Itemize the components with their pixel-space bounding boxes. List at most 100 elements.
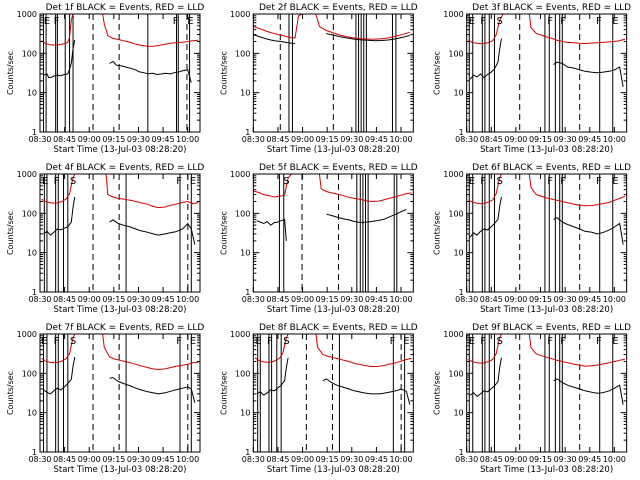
y-tick-label: 10 — [27, 89, 37, 98]
y-tick-label: 1 — [245, 288, 250, 297]
x-tick-label: 09:00 — [504, 135, 527, 144]
marker-lines — [257, 334, 406, 452]
y-tick-label: 1 — [459, 128, 464, 137]
events-series-line — [109, 377, 196, 403]
y-tick-label: 1000 — [230, 330, 250, 339]
x-tick-label: 09:30 — [127, 135, 150, 144]
x-tick-label: 09:45 — [152, 455, 175, 464]
lld-series-line — [528, 334, 626, 367]
x-tick-label: 08:45 — [480, 295, 503, 304]
flag-label: E — [612, 336, 618, 347]
panel-title: Det 8f BLACK = Events, RED = LLD — [259, 323, 418, 333]
events-series-line — [43, 356, 76, 395]
y-tick-label: 1000 — [230, 10, 250, 19]
series-group — [41, 174, 199, 245]
flag-label: E — [612, 16, 618, 27]
x-tick-label: 09:00 — [78, 455, 101, 464]
x-tick-label: 10:00 — [603, 295, 626, 304]
marker-lines — [43, 174, 192, 292]
flag-label: E — [612, 176, 618, 187]
flag-label: F — [54, 16, 60, 27]
lld-series-line — [528, 14, 626, 45]
y-tick-label: 10 — [453, 249, 463, 258]
x-tick-label: 08:45 — [266, 455, 289, 464]
flag-label: E — [41, 336, 47, 347]
y-tick-label: 100 — [235, 209, 250, 218]
x-tick-label: 10:00 — [389, 295, 412, 304]
y-tick-label: 1000 — [17, 10, 37, 19]
x-axis-label: Start Time (13-Jul-03 08:28:20) — [480, 465, 613, 475]
x-tick-label: 08:45 — [480, 135, 503, 144]
flag-label: S — [70, 336, 76, 347]
x-tick-label: 09:45 — [578, 295, 601, 304]
events-series-line — [469, 196, 502, 238]
lld-series-line — [254, 334, 289, 363]
x-tick-label: 09:30 — [340, 455, 363, 464]
series-group — [468, 334, 626, 405]
x-tick-label: 08:45 — [266, 135, 289, 144]
x-tick-label: 10:00 — [603, 135, 626, 144]
flag-label: F — [560, 16, 566, 27]
events-series-line — [109, 60, 192, 83]
lld-series-line — [318, 174, 412, 203]
panel-title: Det 9f BLACK = Events, RED = LLD — [472, 323, 631, 333]
flag-label: F — [176, 336, 182, 347]
x-tick-label: 09:30 — [340, 295, 363, 304]
lld-series-line — [41, 334, 76, 364]
x-tick-label: 08:45 — [53, 135, 76, 144]
events-series-line — [256, 357, 289, 396]
flag-label: E — [44, 16, 50, 27]
lld-series-line — [41, 14, 74, 46]
events-series-line — [469, 38, 502, 80]
y-tick-label: 1 — [32, 128, 37, 137]
x-tick-label: 09:15 — [102, 135, 125, 144]
x-axis-label: Start Time (13-Jul-03 08:28:20) — [480, 145, 613, 155]
x-tick-label: 09:15 — [529, 135, 552, 144]
x-tick-label: 09:15 — [529, 295, 552, 304]
y-tick-label: 1000 — [17, 330, 37, 339]
x-tick-label: 09:45 — [578, 135, 601, 144]
flag-label: F — [480, 176, 486, 187]
y-tick-label: 1 — [459, 288, 464, 297]
flag-label: S — [283, 176, 289, 187]
x-axis-label: Start Time (13-Jul-03 08:28:20) — [267, 145, 400, 155]
y-tick-label: 1 — [459, 448, 464, 457]
marker-lines — [42, 334, 192, 452]
flag-label: F — [267, 336, 273, 347]
marker-lines — [468, 174, 614, 292]
plot-frame — [252, 13, 414, 133]
flag-label: E — [469, 16, 475, 27]
y-axis-label: Counts/sec — [433, 51, 442, 95]
x-tick-label: 09:15 — [316, 455, 339, 464]
lld-series-line — [315, 334, 412, 368]
series-group — [254, 334, 412, 405]
y-tick-label: 100 — [448, 369, 463, 378]
x-tick-label: 08:30 — [242, 135, 265, 144]
lld-series-line — [315, 14, 410, 40]
events-series-line — [553, 378, 624, 405]
lld-series-line — [528, 174, 626, 207]
x-tick-label: 09:15 — [316, 295, 339, 304]
flag-label: S — [70, 176, 76, 187]
x-tick-label: 09:30 — [127, 295, 150, 304]
x-axis-label: Start Time (13-Jul-03 08:28:20) — [54, 305, 187, 315]
panel-title: Det 2f BLACK = Events, RED = LLD — [259, 3, 418, 13]
x-tick-label: 09:30 — [554, 135, 577, 144]
x-tick-label: 09:30 — [554, 455, 577, 464]
x-tick-label: 08:30 — [455, 135, 478, 144]
x-tick-label: 09:00 — [78, 295, 101, 304]
x-axis-label: Start Time (13-Jul-03 08:28:20) — [267, 465, 400, 475]
x-tick-label: 09:30 — [127, 455, 150, 464]
y-tick-label: 10 — [27, 409, 37, 418]
x-tick-label: 09:15 — [102, 455, 125, 464]
y-tick-label: 100 — [235, 49, 250, 58]
x-tick-label: 10:00 — [176, 295, 199, 304]
flag-label: F — [596, 176, 602, 187]
plot-frame — [252, 173, 414, 293]
flag-label: F — [560, 176, 566, 187]
events-series-line — [253, 34, 296, 45]
